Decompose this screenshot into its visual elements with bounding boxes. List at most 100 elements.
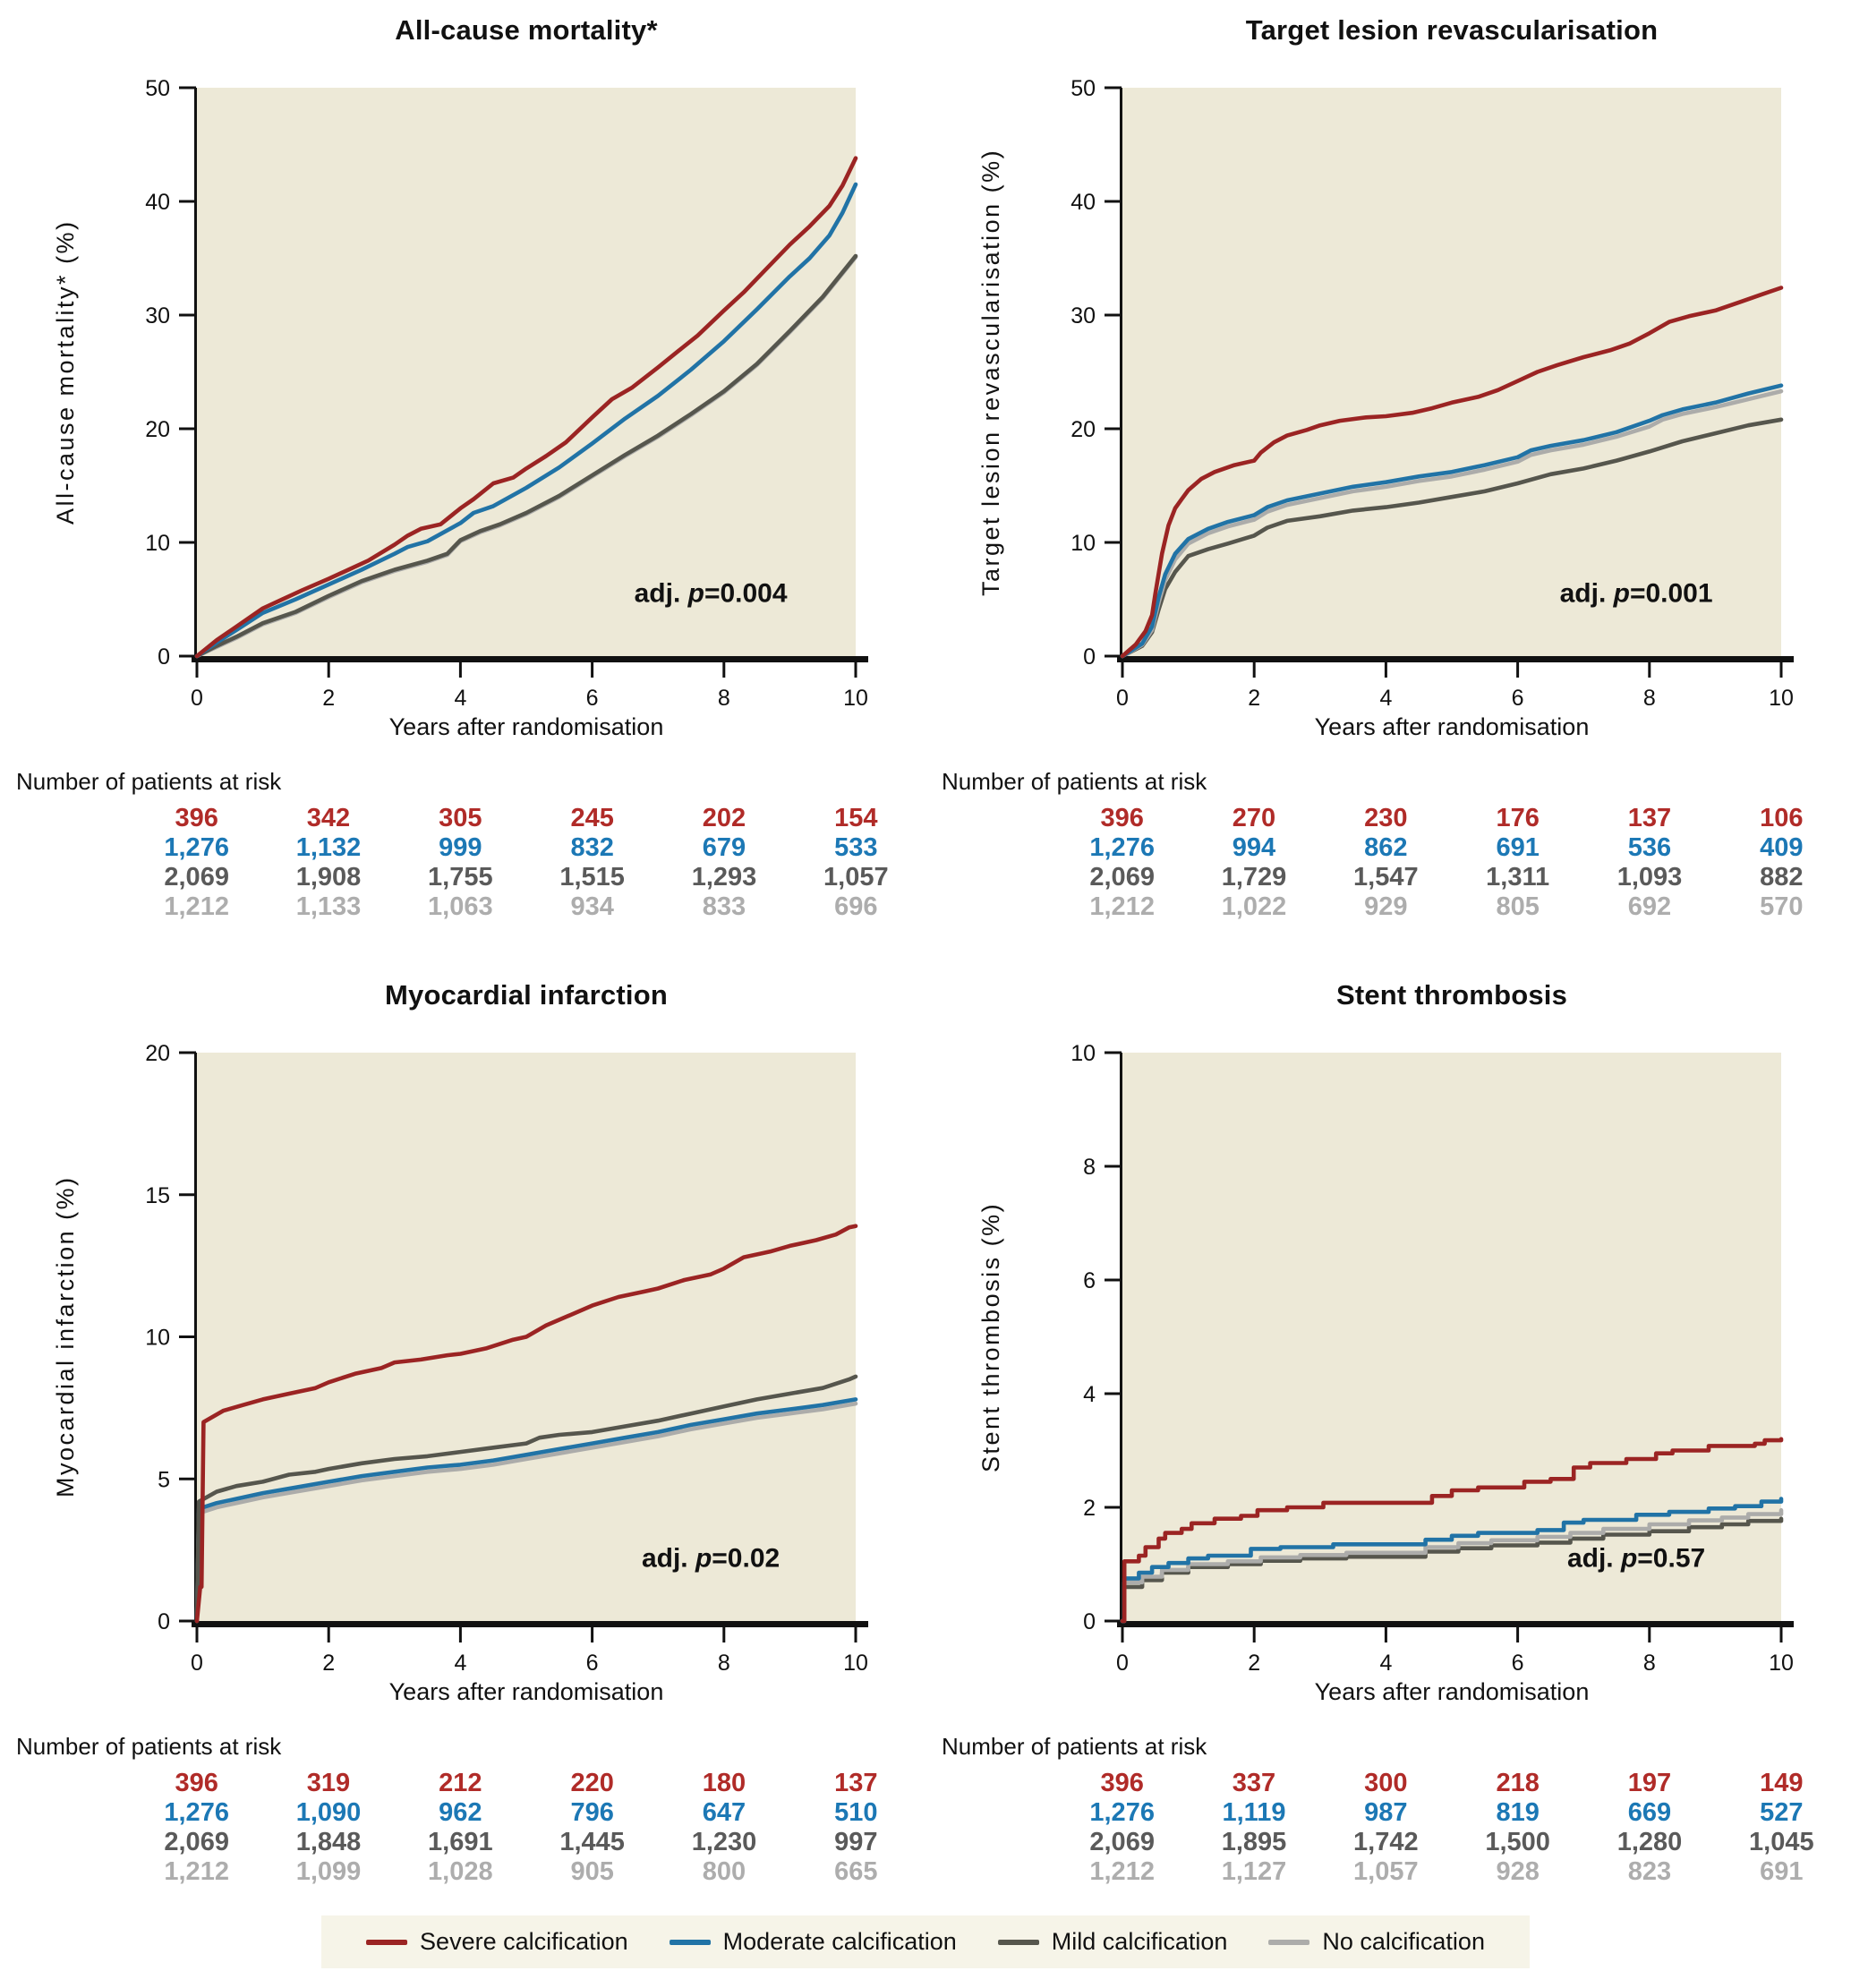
risk-row-no-calcification: 1,212 1,127 1,057 928 823 691 <box>1056 1857 1847 1887</box>
risk-value: 218 <box>1496 1769 1540 1797</box>
risk-value: 692 <box>1627 892 1672 921</box>
risk-value: 1,293 <box>691 863 757 892</box>
y-axis-line <box>194 88 197 662</box>
risk-value: 342 <box>306 804 351 832</box>
x-tick-label: 4 <box>454 686 466 711</box>
risk-value: 994 <box>1232 833 1276 862</box>
risk-table: 396 337 300 218 197 149 1,276 1,119 987 819 669 527… <box>1056 1769 1847 1887</box>
y-tick-label: 20 <box>1071 417 1096 442</box>
risk-value: 1,133 <box>295 892 362 921</box>
risk-value: 337 <box>1232 1769 1276 1797</box>
legend-label: Moderate calcification <box>722 1928 957 1955</box>
risk-value: 1,445 <box>559 1828 625 1856</box>
risk-row-severe-calcification: 396 319 212 220 180 137 <box>131 1769 922 1798</box>
risk-row-mild-calcification: 2,069 1,848 1,691 1,445 1,230 997 <box>131 1828 922 1857</box>
severe-line-swatch-icon <box>366 1939 408 1945</box>
risk-value: 396 <box>1100 1769 1144 1797</box>
risk-value: 1,127 <box>1221 1857 1287 1886</box>
risk-value: 396 <box>175 1769 218 1797</box>
x-axis-label: Years after randomisation <box>388 1678 664 1705</box>
risk-value: 396 <box>1100 804 1144 832</box>
km-curve-moderate-calcification <box>194 182 858 659</box>
y-tick-label: 2 <box>1083 1496 1096 1521</box>
moderate-line-swatch-icon <box>669 1939 711 1945</box>
km-chart-all-cause-mortality: 0 10 20 30 40 50 0 2 4 6 8 10 adj. p=0.004 <box>145 79 868 711</box>
x-tick-label: 2 <box>1248 686 1260 711</box>
risk-value: 796 <box>570 1798 614 1827</box>
y-tick-label: 4 <box>1083 1382 1096 1407</box>
risk-value: 1,276 <box>164 833 229 862</box>
risk-value: 1,028 <box>428 1857 493 1886</box>
x-axis-line <box>192 656 868 662</box>
risk-table: 396 270 230 176 137 106 1,276 994 862 691 536 409 2,… <box>1056 804 1847 922</box>
y-tick-label: 50 <box>1071 79 1096 101</box>
risk-value: 1,057 <box>1353 1857 1419 1886</box>
risk-row-mild-calcification: 2,069 1,895 1,742 1,500 1,280 1,045 <box>1056 1828 1847 1857</box>
p-value-label: adj. p=0.57 <box>1567 1544 1705 1574</box>
risk-row-no-calcification: 1,212 1,022 929 805 692 570 <box>1056 892 1847 922</box>
legend-item-moderate: Moderate calcification <box>669 1928 957 1956</box>
risk-value: 137 <box>1627 804 1672 832</box>
risk-value: 2,069 <box>164 863 229 892</box>
risk-value: 2,069 <box>164 1828 229 1856</box>
x-tick-label: 8 <box>718 1651 730 1676</box>
risk-value: 805 <box>1496 892 1540 921</box>
no-calcification-line-swatch-icon <box>1268 1939 1310 1945</box>
risk-value: 691 <box>1496 833 1540 862</box>
legend-label: Mild calcification <box>1051 1928 1228 1955</box>
risk-value: 149 <box>1760 1769 1804 1797</box>
y-tick-label: 10 <box>1071 531 1096 556</box>
risk-value: 1,500 <box>1485 1828 1550 1856</box>
x-axis-line <box>1117 1621 1794 1627</box>
x-tick-label: 6 <box>1512 1651 1524 1676</box>
y-tick-label: 10 <box>1071 1044 1096 1066</box>
x-tick-label: 0 <box>1116 1651 1129 1676</box>
risk-value: 106 <box>1760 804 1804 832</box>
x-tick-label: 10 <box>1769 686 1794 711</box>
risk-value: 832 <box>570 833 614 862</box>
legend-item-none: No calcification <box>1268 1928 1485 1956</box>
y-tick-label: 15 <box>145 1183 170 1208</box>
km-curve-severe-calcification <box>194 156 858 659</box>
panel-title: Target lesion revascularisation <box>1245 14 1659 46</box>
y-tick-label: 40 <box>145 190 170 215</box>
risk-row-moderate-calcification: 1,276 1,090 962 796 647 510 <box>131 1798 922 1828</box>
risk-value: 905 <box>570 1857 614 1886</box>
risk-value: 1,099 <box>295 1857 362 1886</box>
x-tick-label: 10 <box>843 1651 868 1676</box>
risk-value: 319 <box>306 1769 351 1797</box>
plot-area <box>197 88 856 656</box>
risk-value: 934 <box>570 892 614 921</box>
risk-value: 1,063 <box>428 892 493 921</box>
km-curve-moderate-calcification <box>194 1397 858 1624</box>
km-curve-mild-calcification <box>194 1374 858 1624</box>
mild-line-swatch-icon <box>997 1939 1039 1945</box>
risk-value: 570 <box>1760 892 1804 921</box>
legend-item-mild: Mild calcification <box>997 1928 1228 1956</box>
x-tick-label: 2 <box>322 1651 335 1676</box>
y-axis-label: Myocardial infarction (%) <box>52 1175 79 1498</box>
risk-value: 882 <box>1760 863 1804 892</box>
risk-table-header: Number of patients at risk <box>16 768 282 795</box>
risk-value: 300 <box>1364 1769 1408 1797</box>
risk-row-moderate-calcification: 1,276 1,119 987 819 669 527 <box>1056 1798 1847 1828</box>
risk-value: 2,069 <box>1089 1828 1155 1856</box>
risk-value: 928 <box>1496 1857 1540 1886</box>
risk-value: 997 <box>834 1828 878 1856</box>
x-tick-label: 10 <box>1769 1651 1794 1676</box>
y-tick-label: 5 <box>158 1467 170 1492</box>
risk-value: 1,515 <box>559 863 625 892</box>
risk-value: 1,276 <box>164 1798 229 1827</box>
risk-value: 823 <box>1627 1857 1672 1886</box>
risk-value: 1,908 <box>295 863 362 892</box>
y-tick-label: 0 <box>158 644 170 670</box>
x-tick-label: 10 <box>843 686 868 711</box>
risk-value: 1,742 <box>1353 1828 1419 1856</box>
risk-value: 1,311 <box>1486 863 1550 892</box>
risk-value: 245 <box>570 804 614 832</box>
x-axis-label: Years after randomisation <box>1314 713 1590 740</box>
y-tick-label: 0 <box>1083 644 1096 670</box>
risk-value: 679 <box>702 833 746 862</box>
risk-value: 1,057 <box>823 863 889 892</box>
